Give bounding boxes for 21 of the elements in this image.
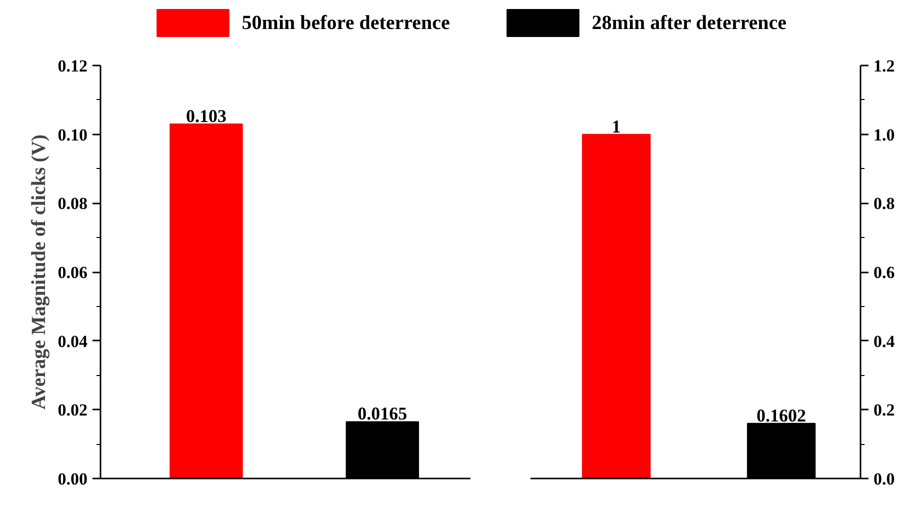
y2-tick-label: 1.2 xyxy=(874,56,895,76)
data-label: 1 xyxy=(612,116,621,136)
y2-tick-label: 0.4 xyxy=(874,332,896,351)
y-tick-label: 0.08 xyxy=(58,194,88,214)
y2-tick-label: 0.6 xyxy=(874,263,895,282)
y-tick-label: 0.00 xyxy=(58,470,88,488)
y-tick-label: 0.12 xyxy=(58,56,88,76)
data-label: 0.103 xyxy=(186,106,226,126)
y-tick-label: 0.06 xyxy=(58,263,88,282)
y2-tick-label: 0.2 xyxy=(874,400,895,420)
data-label: 0.0165 xyxy=(358,404,408,424)
y-axis-title: Average Magnitude of clicks (V) xyxy=(28,134,50,410)
data-label: 0.1602 xyxy=(756,405,806,426)
legend-label: 50min before deterrence xyxy=(242,12,450,34)
y-tick-label: 0.04 xyxy=(58,332,88,351)
y-tick-label: 0.02 xyxy=(58,400,88,420)
y2-tick-label: 0.0 xyxy=(874,470,895,488)
y2-tick-label: 1.0 xyxy=(874,125,895,144)
y2-tick-label: 0.8 xyxy=(874,194,895,214)
legend-label: 28min after deterrence xyxy=(592,12,787,34)
y-tick-label: 0.10 xyxy=(58,125,88,144)
